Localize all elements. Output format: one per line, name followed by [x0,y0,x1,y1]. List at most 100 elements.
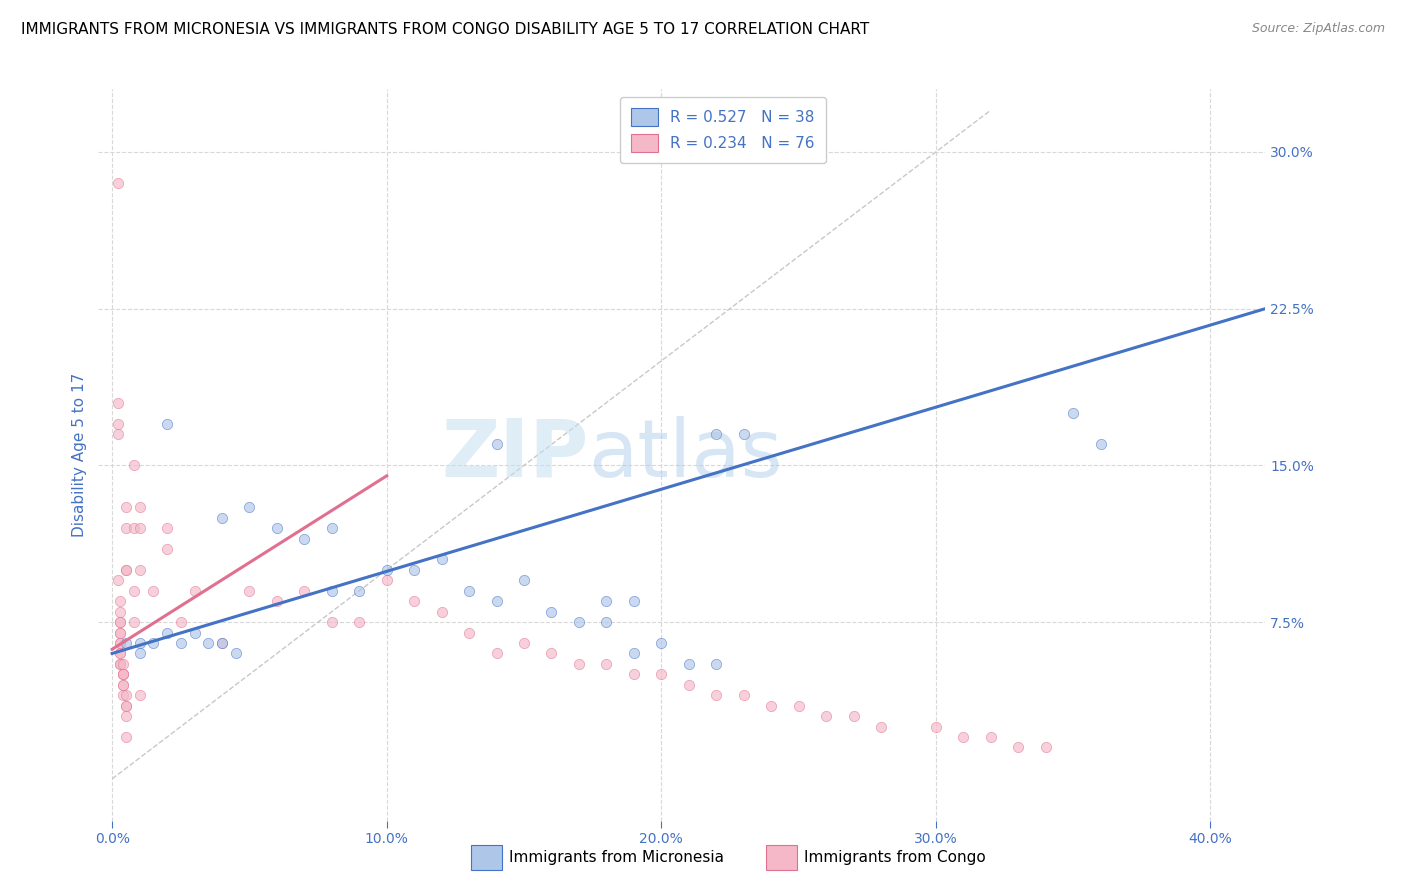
Point [170,615,193,629]
Point [349,583,371,598]
Point [815,709,838,723]
Point [110,647,132,661]
Point [623,594,645,608]
Point [485,647,508,661]
Point [115,709,138,723]
Point [430,605,453,619]
Point [115,500,138,515]
Point [595,615,617,629]
Point [623,667,645,681]
Point [122,583,145,598]
Point [112,678,135,692]
Point [704,427,727,442]
Point [115,563,138,577]
Point [1090,437,1112,451]
Point [115,730,138,744]
Point [540,605,562,619]
Point [704,688,727,702]
Point [238,500,260,515]
Point [156,541,179,556]
Point [107,417,129,431]
Point [925,720,948,734]
Point [110,636,132,650]
Point [183,583,205,598]
Point [115,698,138,713]
Point [112,667,135,681]
Point [128,647,150,661]
Point [107,427,129,442]
Point [595,657,617,671]
Point [292,532,315,546]
Text: Source: ZipAtlas.com: Source: ZipAtlas.com [1251,22,1385,36]
Point [110,594,132,608]
Point [107,574,129,588]
Point [485,437,508,451]
Point [623,647,645,661]
Point [321,583,343,598]
Point [225,647,247,661]
Point [170,636,193,650]
Point [952,730,974,744]
Point [595,594,617,608]
Point [115,563,138,577]
Point [128,500,150,515]
Point [115,521,138,535]
Point [128,636,150,650]
Text: Immigrants from Micronesia: Immigrants from Micronesia [509,850,724,864]
Point [110,657,132,671]
Point [122,521,145,535]
Point [142,636,165,650]
Point [678,657,700,671]
Point [156,417,179,431]
Point [112,688,135,702]
Point [759,698,782,713]
Point [115,698,138,713]
Point [733,688,755,702]
Point [870,720,893,734]
Point [211,510,233,524]
Point [704,657,727,671]
Y-axis label: Disability Age 5 to 17: Disability Age 5 to 17 [72,373,87,537]
Point [292,583,315,598]
Point [458,625,481,640]
Point [1062,406,1084,420]
Point [430,552,453,566]
Point [375,563,398,577]
Point [266,521,288,535]
Point [980,730,1002,744]
Point [211,636,233,650]
Text: ZIP: ZIP [441,416,589,494]
Point [787,698,810,713]
Point [112,667,135,681]
Point [183,625,205,640]
Point [110,615,132,629]
Point [115,688,138,702]
Point [678,678,700,692]
Point [1007,740,1029,755]
Point [110,657,132,671]
Point [650,667,672,681]
Point [156,625,179,640]
Point [211,636,233,650]
Point [110,625,132,640]
Point [112,667,135,681]
Point [404,594,426,608]
Point [485,594,508,608]
Point [1035,740,1057,755]
Point [238,583,260,598]
Point [110,605,132,619]
Point [321,521,343,535]
Point [128,521,150,535]
Point [375,574,398,588]
Point [110,647,132,661]
Point [110,636,132,650]
Point [112,678,135,692]
Point [513,636,536,650]
Point [650,636,672,650]
Point [156,521,179,535]
Point [107,176,129,190]
Point [266,594,288,608]
Point [122,458,145,473]
Text: IMMIGRANTS FROM MICRONESIA VS IMMIGRANTS FROM CONGO DISABILITY AGE 5 TO 17 CORRE: IMMIGRANTS FROM MICRONESIA VS IMMIGRANTS… [21,22,869,37]
Point [128,688,150,702]
